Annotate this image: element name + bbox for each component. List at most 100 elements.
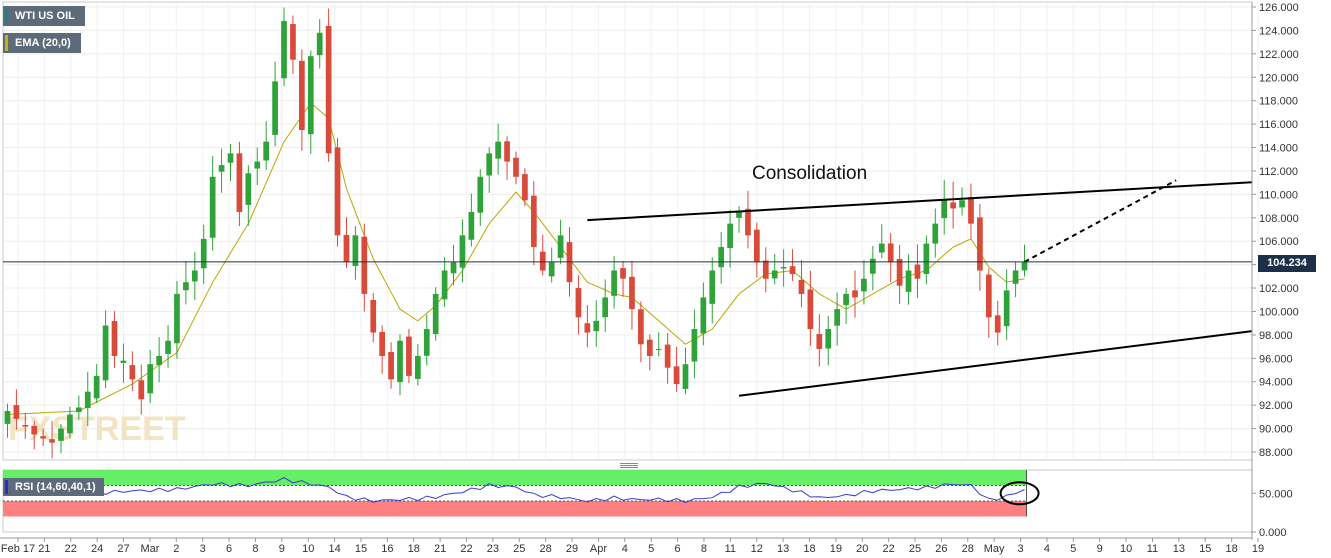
symbol-label: WTI US OIL bbox=[15, 10, 75, 22]
ema-label: EMA (20,0) bbox=[15, 37, 71, 49]
ema-color-swatch bbox=[5, 35, 8, 51]
rsi-legend[interactable]: RSI (14,60,40,1) bbox=[3, 478, 104, 496]
candle-body bbox=[183, 282, 189, 291]
y-tick-label: 94.000 bbox=[1259, 377, 1293, 389]
date-axis: Feb 17 21 22 24 27 Mar 2 3 6 8 9 10 14 15 16 18 21 22 23 25… bbox=[0, 537, 1264, 555]
candle-body bbox=[682, 364, 689, 389]
y-tick-label: 112.000 bbox=[1259, 166, 1298, 178]
candle-body bbox=[896, 258, 903, 286]
candle-body bbox=[638, 309, 644, 345]
candle-body bbox=[709, 270, 716, 304]
x-tick-label: 22 bbox=[460, 543, 472, 555]
y-tick-label: 102.000 bbox=[1259, 283, 1299, 295]
x-tick-label: 14 bbox=[328, 543, 340, 555]
ema-legend[interactable]: EMA (20,0) bbox=[3, 33, 81, 53]
x-tick-label: 5 bbox=[648, 543, 654, 555]
candle-body bbox=[745, 208, 751, 236]
candle-body bbox=[968, 197, 974, 224]
candle-body bbox=[236, 153, 243, 212]
candle-body bbox=[316, 32, 323, 56]
candle-body bbox=[539, 251, 546, 271]
x-tick-label: Feb 17 bbox=[1, 543, 35, 555]
x-tick-label: 16 bbox=[381, 543, 393, 555]
x-tick-label: 3 bbox=[1017, 543, 1023, 555]
candle-body bbox=[272, 81, 278, 135]
candle-body bbox=[325, 25, 332, 154]
candle-body bbox=[646, 339, 653, 356]
x-tick-label: 29 bbox=[566, 543, 578, 555]
candle-body bbox=[423, 329, 430, 356]
candle-body bbox=[1021, 261, 1028, 271]
x-tick-label: 28 bbox=[540, 543, 552, 555]
panel-splitter-handle[interactable] bbox=[620, 463, 638, 468]
x-tick-label: 15 bbox=[1199, 543, 1211, 555]
candle-body bbox=[727, 223, 733, 249]
candle-body bbox=[602, 297, 609, 318]
rsi-panel bbox=[2, 469, 1253, 533]
candle-body bbox=[468, 211, 475, 240]
candle-body bbox=[102, 325, 109, 381]
candle-body bbox=[923, 243, 930, 274]
candle-body bbox=[593, 320, 600, 332]
x-tick-label: Mar bbox=[140, 543, 159, 555]
candle-body bbox=[406, 336, 412, 376]
candle-body bbox=[905, 270, 912, 292]
candle-body bbox=[736, 211, 742, 218]
candle-body bbox=[789, 266, 796, 274]
x-tick-label: 18 bbox=[803, 543, 815, 555]
x-tick-label: 13 bbox=[777, 543, 789, 555]
x-tick-label: 21 bbox=[38, 543, 50, 555]
candle-body bbox=[548, 262, 555, 277]
candle-body bbox=[816, 334, 823, 349]
y-tick-label: 126.000 bbox=[1259, 2, 1299, 14]
x-tick-label: 19 bbox=[1252, 543, 1264, 555]
x-tick-label: 9 bbox=[279, 543, 285, 555]
candle-body bbox=[343, 234, 350, 263]
candle-body bbox=[120, 360, 127, 363]
x-tick-label: 27 bbox=[117, 543, 129, 555]
x-tick-label: 6 bbox=[675, 543, 681, 555]
candle-body bbox=[414, 355, 421, 379]
candle-body bbox=[334, 147, 341, 236]
main-panel-frame bbox=[2, 1, 1253, 461]
candle-body bbox=[174, 293, 180, 344]
y-tick-label: 96.000 bbox=[1259, 353, 1293, 365]
candle-body bbox=[620, 268, 626, 279]
candle-body bbox=[914, 264, 921, 279]
x-tick-label: 8 bbox=[252, 543, 258, 555]
trendlines bbox=[587, 179, 1253, 397]
candle-body bbox=[477, 176, 484, 213]
candle-body bbox=[58, 428, 64, 441]
candle-body bbox=[861, 278, 867, 292]
candle-body bbox=[869, 258, 876, 274]
candle-body bbox=[40, 436, 47, 439]
x-tick-label: 18 bbox=[1225, 543, 1237, 555]
rsi-label: RSI (14,60,40,1) bbox=[15, 481, 96, 493]
watermark: FXSTREET bbox=[8, 410, 186, 448]
x-tick-label: 18 bbox=[408, 543, 420, 555]
candle-body bbox=[959, 200, 965, 208]
candle-body bbox=[209, 176, 216, 238]
trendline-lower bbox=[738, 330, 1253, 397]
candle-body bbox=[834, 309, 841, 326]
candle-body bbox=[780, 266, 787, 269]
x-tick-label: 28 bbox=[962, 543, 974, 555]
candle-body bbox=[950, 202, 956, 209]
candle-body bbox=[852, 290, 858, 298]
x-tick-label: 8 bbox=[701, 543, 707, 555]
candle-body bbox=[111, 321, 118, 356]
candle-body bbox=[4, 411, 11, 424]
rsi-y-tick-label: 0.000 bbox=[1259, 527, 1287, 539]
y-tick-label: 90.000 bbox=[1259, 424, 1293, 436]
candle-body bbox=[994, 315, 1001, 333]
candle-body bbox=[504, 141, 510, 162]
candle-body bbox=[513, 157, 519, 177]
candle-body bbox=[379, 331, 386, 356]
symbol-legend[interactable]: WTI US OIL bbox=[3, 6, 85, 26]
symbol-color-swatch bbox=[5, 8, 8, 24]
x-tick-label: 22 bbox=[65, 543, 77, 555]
x-tick-label: 21 bbox=[434, 543, 446, 555]
candle-body bbox=[798, 280, 805, 294]
